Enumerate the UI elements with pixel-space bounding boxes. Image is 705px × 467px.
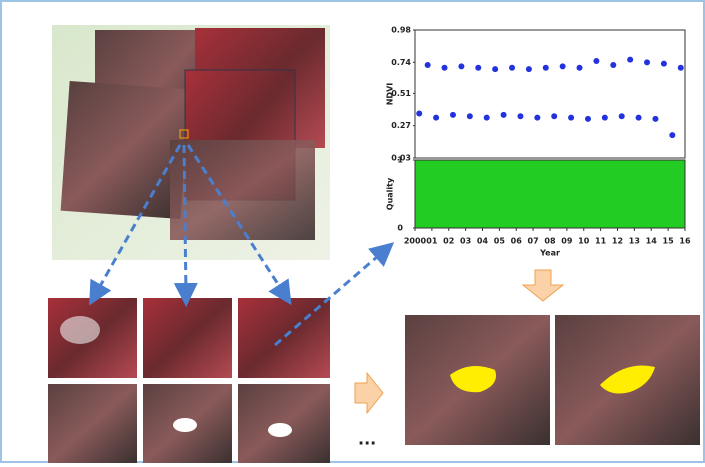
ndvi-point xyxy=(475,65,481,71)
ndvi-point xyxy=(568,115,574,121)
x-tick-label: 03 xyxy=(460,237,471,246)
ndvi-point xyxy=(416,111,422,117)
x-label: Year xyxy=(539,249,560,258)
y-tick-label: 0.74 xyxy=(391,58,411,67)
ndvi-point xyxy=(602,115,608,121)
ndvi-point xyxy=(509,65,515,71)
x-tick-label: 2000 xyxy=(404,237,427,246)
ndvi-point xyxy=(458,63,464,69)
x-tick-label: 07 xyxy=(528,237,539,246)
ndvi-point xyxy=(627,57,633,63)
ndvi-point xyxy=(551,113,557,119)
x-tick-label: 13 xyxy=(629,237,640,246)
y-tick-label: 0.51 xyxy=(391,89,411,98)
ndvi-point xyxy=(593,58,599,64)
x-tick-label: 15 xyxy=(663,237,675,246)
x-tick-label: 16 xyxy=(679,237,691,246)
ndvi-point xyxy=(610,62,616,68)
x-tick-label: 08 xyxy=(544,237,556,246)
x-tick-label: 10 xyxy=(578,237,590,246)
ndvi-point xyxy=(577,65,583,71)
ndvi-point xyxy=(501,112,507,118)
x-tick-label: 11 xyxy=(595,237,607,246)
ndvi-point xyxy=(644,59,650,65)
ndvi-point xyxy=(585,116,591,122)
ndvi-point xyxy=(433,115,439,121)
ndvi-point xyxy=(661,61,667,67)
ndvi-point xyxy=(534,115,540,121)
x-tick-label: 09 xyxy=(561,237,573,246)
x-tick-label: 04 xyxy=(477,237,489,246)
ndvi-point xyxy=(526,66,532,72)
quality-tick-label: 0 xyxy=(397,224,403,233)
quality-label: Quality xyxy=(386,177,395,210)
quality-plot xyxy=(415,160,685,228)
x-tick-label: 06 xyxy=(511,237,523,246)
ndvi-point xyxy=(484,115,490,121)
ndvi-plot xyxy=(415,30,685,158)
ndvi-point xyxy=(619,113,625,119)
ndvi-point xyxy=(652,116,658,122)
y-tick-label: 0.27 xyxy=(391,121,411,130)
ndvi-point xyxy=(669,132,675,138)
mosaic xyxy=(52,25,330,260)
ndvi-point xyxy=(560,63,566,69)
quality-tick-label: 1 xyxy=(397,156,403,165)
ndvi-point xyxy=(517,113,523,119)
x-tick-label: 14 xyxy=(646,237,658,246)
x-tick-label: 05 xyxy=(494,237,506,246)
figure: ... NDVI Quality Year 0.030.270.510.740.… xyxy=(0,0,705,463)
ndvi-point xyxy=(442,65,448,71)
ndvi-point xyxy=(543,65,549,71)
x-tick-label: 01 xyxy=(426,237,438,246)
x-tick-label: 12 xyxy=(612,237,623,246)
ellipsis: ... xyxy=(358,430,376,449)
ndvi-point xyxy=(425,62,431,68)
ndvi-point xyxy=(636,115,642,121)
ndvi-point xyxy=(467,113,473,119)
ndvi-point xyxy=(450,112,456,118)
ndvi-point xyxy=(492,66,498,72)
ndvi-point xyxy=(678,65,684,71)
y-tick-label: 0.98 xyxy=(391,26,411,35)
x-tick-label: 02 xyxy=(443,237,454,246)
